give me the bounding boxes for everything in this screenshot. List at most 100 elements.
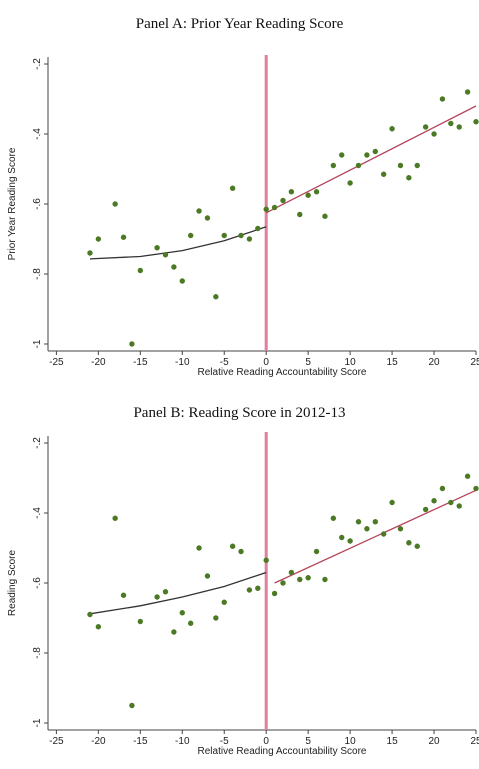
y-axis-label: Prior Year Reading Score [7,147,18,260]
y-tick-label: -.6 [32,577,43,589]
x-tick-label: 25 [470,736,479,747]
data-point [288,189,295,195]
y-tick-label: -.2 [32,437,43,449]
x-tick-label: 20 [428,357,440,368]
y-tick-label: -.2 [32,58,43,70]
data-point [187,620,194,626]
data-point [431,498,437,504]
data-point [330,162,337,169]
data-point [372,519,378,525]
x-tick-label: 0 [263,357,269,368]
data-point [187,232,194,239]
data-point [414,543,420,549]
x-tick-label: -25 [49,357,64,368]
x-tick-label: -15 [133,357,148,368]
data-point [473,485,479,492]
data-point [95,624,102,630]
data-point [162,252,169,258]
data-point [422,506,429,513]
data-point [372,148,378,155]
data-point [204,215,211,221]
data-point [263,557,269,563]
data-point [406,540,412,546]
fit-line-right [274,489,477,584]
data-point [347,180,353,186]
x-tick-label: 20 [428,736,440,747]
data-point [255,585,261,591]
data-point [238,232,244,239]
data-point [280,197,286,204]
data-point [347,538,353,544]
data-point [297,211,303,218]
data-point [171,629,177,635]
data-point [87,611,93,618]
data-point [120,592,127,598]
data-point [305,575,311,581]
y-tick-label: -.8 [32,647,43,659]
fit-line-right [265,105,477,214]
data-point [162,589,169,595]
data-point [288,569,295,576]
data-point [263,206,269,212]
data-point [112,515,118,521]
data-point [339,152,345,158]
data-point [154,594,160,600]
x-tick-label: 5 [305,357,311,368]
y-tick-label: -.6 [32,198,43,210]
data-point [322,576,328,583]
data-point [464,473,471,479]
data-point [448,120,454,127]
data-point [280,580,286,586]
data-point [380,171,387,177]
data-point [313,548,320,555]
y-tick-label: -1 [32,339,43,348]
data-point [87,250,93,256]
data-point [129,702,135,709]
data-point [313,189,320,195]
x-tick-label: 15 [387,357,399,368]
fit-line-left [89,571,267,615]
fit-line-left [89,226,267,260]
x-tick-label: -5 [220,357,229,368]
data-point [179,278,185,284]
data-point [414,162,420,169]
data-point [271,204,278,211]
data-point [120,234,127,240]
data-point [171,264,177,270]
data-point [297,576,303,583]
data-point [456,503,462,509]
x-tick-label: 25 [470,357,479,368]
data-point [196,208,202,214]
data-point [137,267,144,274]
data-point [221,232,227,239]
data-point [364,526,370,532]
data-point [238,548,244,555]
x-tick-label: 5 [305,736,311,747]
data-point [389,126,395,132]
scatter-chart-panel-a: -25 -20 -15 -10 -5 0 5 10 15 20 25 -.2 -.4 -.6 -.8 -1 Re… [7,55,479,378]
y-tick-label: -.8 [32,268,43,280]
y-tick-label: -.4 [32,507,43,519]
data-point [271,590,278,597]
data-point [213,294,219,300]
data-point [439,96,446,102]
data-point [255,225,261,232]
x-tick-label: 10 [345,357,357,368]
data-point [129,341,135,347]
x-tick-label: -20 [91,357,106,368]
data-point [406,175,412,181]
data-point [246,236,253,242]
x-tick-label: 0 [263,736,269,747]
data-point [397,162,404,169]
data-point [339,534,345,541]
data-point [380,531,387,537]
x-tick-label: 10 [345,736,357,747]
data-point [213,615,219,621]
data-point [179,610,185,616]
data-point [137,618,144,625]
data-point [229,185,236,191]
x-tick-label: -25 [49,736,64,747]
x-tick-label: -20 [91,736,106,747]
data-point [355,162,362,169]
data-point [439,485,446,492]
